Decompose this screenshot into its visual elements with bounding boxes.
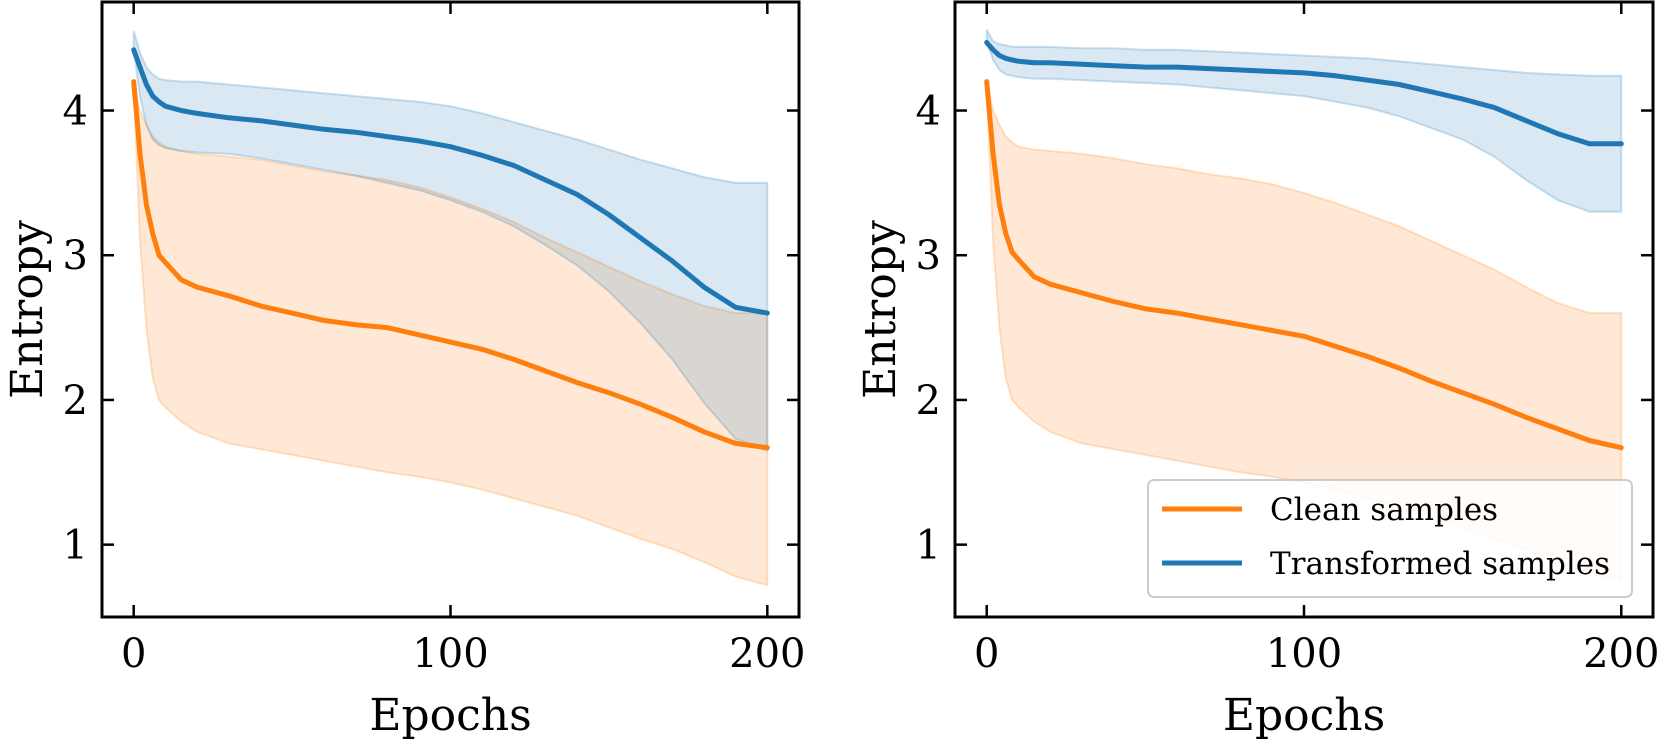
y-tick-label: 4 xyxy=(63,89,88,135)
x-tick-label: 100 xyxy=(1266,631,1342,677)
y-tick-label: 1 xyxy=(63,523,88,569)
legend-box xyxy=(1147,479,1633,598)
y-tick-label: 4 xyxy=(916,89,941,135)
y-axis-label: Entropy xyxy=(855,220,906,399)
x-tick-label: 0 xyxy=(974,631,999,677)
x-tick-label: 200 xyxy=(1583,631,1659,677)
chart-panel-right: 0 100 200 1 2 3 4 Epochs Entropy Clean samples Tra… xyxy=(855,0,1659,739)
y-tick-label: 2 xyxy=(916,378,941,424)
legend-label-transformed: Transformed samples xyxy=(1270,546,1610,582)
x-tick-label: 200 xyxy=(729,631,805,677)
x-axis-label: Epochs xyxy=(369,690,531,739)
transformed-band-left xyxy=(132,30,769,453)
clean-line-right xyxy=(984,79,1624,451)
legend-label-clean: Clean samples xyxy=(1270,492,1498,528)
y-tick-label: 2 xyxy=(63,378,88,424)
x-tick-label: 100 xyxy=(412,631,488,677)
y-tick-label: 3 xyxy=(63,233,88,279)
transformed-line-left xyxy=(131,47,770,316)
transformed-band-right xyxy=(985,29,1623,213)
y-tick-label: 3 xyxy=(916,233,941,279)
legend: Clean samples Transformed samples xyxy=(1147,479,1633,598)
y-tick-label: 1 xyxy=(916,523,941,569)
clean-line-left xyxy=(131,79,770,451)
y-axis-label: Entropy xyxy=(2,220,53,399)
x-tick-label: 0 xyxy=(121,631,146,677)
chart-panel-left: 0 100 200 1 2 3 4 Epochs Entropy xyxy=(2,0,805,739)
x-axis-label: Epochs xyxy=(1223,690,1385,739)
transformed-line-right xyxy=(984,40,1624,147)
